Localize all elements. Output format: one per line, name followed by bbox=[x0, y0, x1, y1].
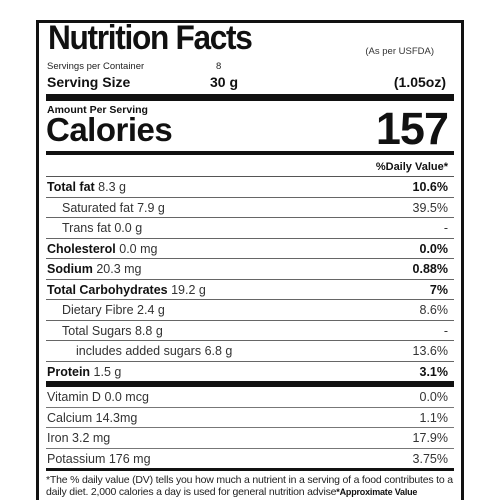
nutrient-name: Total Sugars bbox=[62, 323, 132, 338]
nutrient-dv: 13.6% bbox=[412, 344, 448, 358]
nutrient-dv: - bbox=[443, 221, 448, 235]
nutrient-row-trans-fat: Trans fat 0.0 g - bbox=[46, 218, 454, 239]
micronutrient-name: Potassium bbox=[47, 451, 106, 466]
nutrient-name: Saturated fat bbox=[62, 200, 134, 215]
nutrient-name: Total fat bbox=[47, 180, 95, 194]
nutrient-row-total-fat: Total fat 8.3 g 10.6% bbox=[46, 177, 454, 198]
nutrient-amount: 7.9 g bbox=[137, 200, 165, 215]
micronutrient-row-vitamin-d: Vitamin D 0.0 mcg 0.0% bbox=[46, 387, 454, 408]
calories-value: 157 bbox=[375, 103, 449, 154]
nutrient-row-total-carbohydrates: Total Carbohydrates 19.2 g 7% bbox=[46, 280, 454, 300]
nutrient-amount: 0.0 g bbox=[114, 221, 143, 235]
nutrient-amount: 2.4 g bbox=[137, 303, 165, 317]
micronutrient-row-calcium: Calcium 14.3mg 1.1% bbox=[46, 408, 454, 428]
calories-block: Amount Per Serving Calories 157 bbox=[46, 101, 454, 154]
micronutrient-dv: 3.75% bbox=[412, 451, 448, 466]
daily-value-header-text: %Daily Value* bbox=[375, 161, 448, 173]
nutrient-amount: 1.5 g bbox=[93, 364, 122, 379]
nutrient-row-total-sugars: Total Sugars 8.8 g - bbox=[46, 321, 454, 341]
micronutrient-dv: 1.1% bbox=[419, 410, 449, 425]
nutrient-row-sodium: Sodium 20.3 mg 0.88% bbox=[46, 259, 454, 280]
nutrient-dv: 3.1% bbox=[419, 364, 449, 379]
nutrient-amount: 8.3 g bbox=[98, 180, 126, 194]
source-note: (As per USFDA) bbox=[365, 46, 434, 57]
footnote: *The % daily value (DV) tells you how mu… bbox=[46, 471, 454, 498]
nutrient-name: Trans fat bbox=[62, 221, 111, 235]
nutrient-amount: 20.3 mg bbox=[96, 262, 142, 276]
nutrient-row-protein: Protein 1.5 g 3.1% bbox=[46, 362, 454, 387]
thick-divider bbox=[46, 94, 454, 101]
micronutrient-amount: 0.0 mcg bbox=[104, 390, 149, 404]
nutrient-dv: 7% bbox=[429, 282, 448, 297]
micronutrient-dv: 0.0% bbox=[419, 390, 449, 404]
nutrient-name: Total Carbohydrates bbox=[47, 282, 168, 297]
footnote-text: *The % daily value (DV) tells you how mu… bbox=[46, 474, 453, 498]
nutrient-name: Protein bbox=[47, 364, 91, 379]
nutrient-row-cholesterol: Cholesterol 0.0 mg 0.0% bbox=[46, 239, 454, 259]
micronutrient-name: Iron bbox=[47, 431, 69, 445]
nutrient-name: Dietary Fibre bbox=[62, 303, 134, 317]
approximate-value-note: *Approximate Value bbox=[336, 487, 418, 497]
serving-size-row: Serving Size 30 g (1.05oz) bbox=[46, 72, 454, 92]
nutrient-dv: 10.6% bbox=[412, 180, 448, 194]
nutrient-dv: 39.5% bbox=[412, 200, 448, 215]
nutrition-facts-title: Nutrition Facts bbox=[48, 20, 253, 57]
servings-per-container-row: Servings per Container 8 bbox=[46, 61, 454, 72]
nutrient-amount: 0.0 mg bbox=[119, 241, 158, 256]
nutrient-row-saturated-fat: Saturated fat 7.9 g 39.5% bbox=[46, 198, 454, 218]
micronutrient-dv: 17.9% bbox=[412, 431, 448, 445]
micronutrient-name: Vitamin D bbox=[47, 390, 101, 404]
micronutrient-amount: 176 mg bbox=[108, 451, 151, 466]
nutrient-dv: 0.88% bbox=[412, 262, 448, 276]
nutrient-amount: 6.8 g bbox=[204, 344, 233, 358]
serving-size-oz: (1.05oz) bbox=[393, 74, 446, 90]
nutrition-facts-label: Nutrition Facts (As per USFDA) Servings … bbox=[36, 20, 464, 500]
micronutrient-name: Calcium bbox=[47, 410, 93, 425]
micronutrient-row-iron: Iron 3.2 mg 17.9% bbox=[46, 428, 454, 449]
nutrient-row-dietary-fibre: Dietary Fibre 2.4 g 8.6% bbox=[46, 300, 454, 321]
nutrient-name: includes added sugars bbox=[76, 344, 202, 358]
title-row: Nutrition Facts (As per USFDA) bbox=[46, 23, 454, 61]
micronutrient-amount: 3.2 mg bbox=[72, 431, 111, 445]
servings-per-container-label: Servings per Container bbox=[47, 61, 145, 72]
serving-size-label: Serving Size bbox=[47, 74, 131, 90]
nutrient-dv: - bbox=[443, 323, 448, 338]
nutrient-dv: 8.6% bbox=[419, 303, 449, 317]
micronutrient-row-potassium: Potassium 176 mg 3.75% bbox=[46, 449, 454, 471]
nutrient-amount: 8.8 g bbox=[134, 323, 163, 338]
serving-size-value: 30 g bbox=[210, 74, 239, 90]
nutrient-dv: 0.0% bbox=[419, 241, 449, 256]
calories-label: Calories bbox=[46, 111, 173, 148]
nutrient-name: Sodium bbox=[47, 262, 93, 276]
nutrient-name: Cholesterol bbox=[47, 241, 116, 256]
daily-value-header: %Daily Value* bbox=[46, 155, 454, 177]
medium-divider bbox=[46, 151, 454, 155]
micronutrient-amount: 14.3mg bbox=[95, 410, 138, 425]
amount-per-serving: Amount Per Serving bbox=[47, 104, 148, 116]
nutrient-row-added-sugars: includes added sugars 6.8 g 13.6% bbox=[46, 341, 454, 362]
nutrient-amount: 19.2 g bbox=[171, 282, 206, 297]
servings-per-container-value: 8 bbox=[216, 61, 222, 72]
